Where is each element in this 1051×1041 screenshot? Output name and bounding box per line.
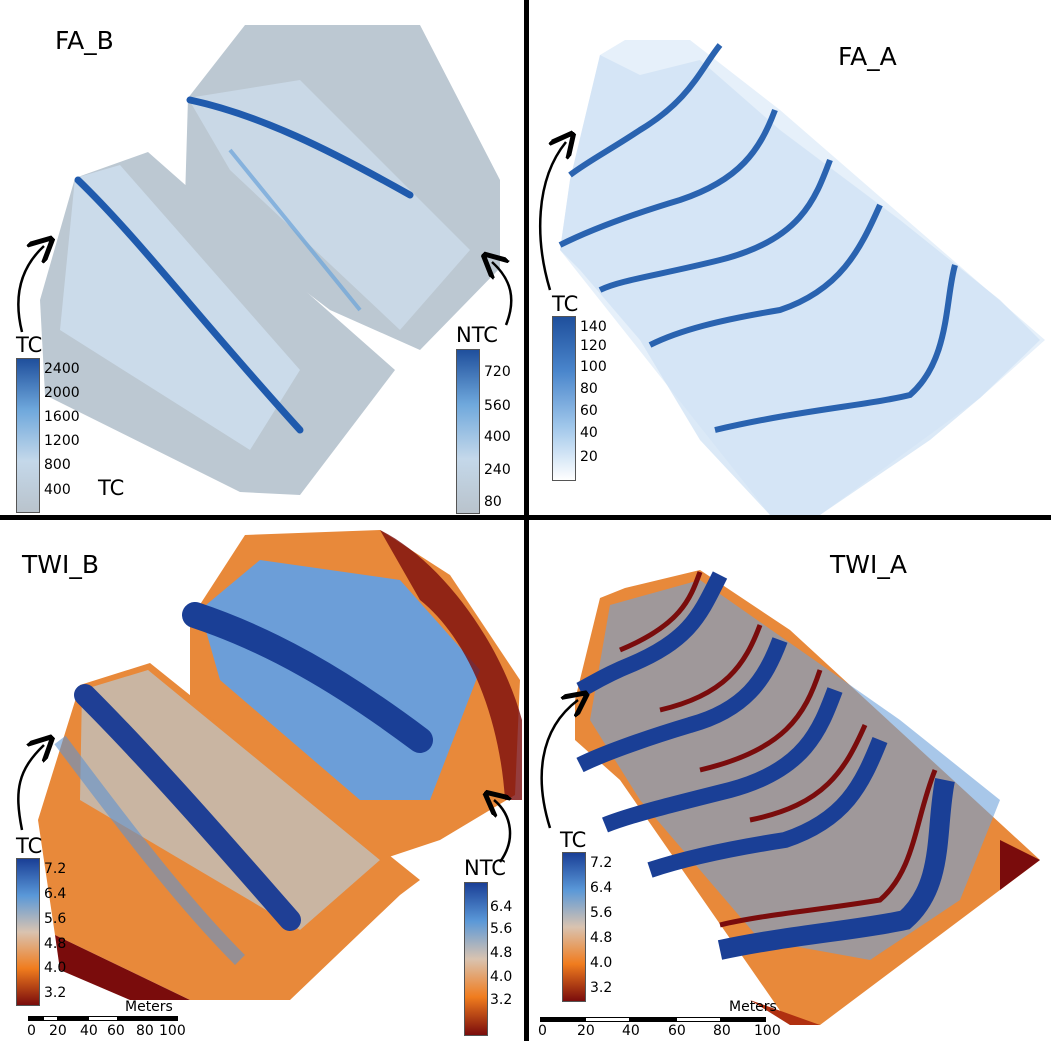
fa-b-map (40, 25, 500, 495)
scale-segment (721, 1017, 766, 1022)
scale-segment (148, 1016, 178, 1021)
scale-segment (676, 1017, 721, 1022)
legend-tick: 7.2 (590, 855, 613, 871)
vertical-divider (524, 0, 529, 1041)
legend-tick: 140 (580, 319, 607, 335)
panel-title-fa-a: FA_A (838, 42, 897, 71)
scale-label: 60 (668, 1023, 686, 1039)
legend-tick: 4.8 (490, 945, 513, 961)
legend-tick: 2400 (44, 361, 80, 377)
scale-segment (585, 1017, 630, 1022)
scale-label: 100 (754, 1023, 781, 1039)
legend-color-bar (552, 316, 576, 481)
scale-segment (88, 1016, 118, 1021)
legend-tick: 100 (580, 359, 607, 375)
scale-bar-twi-a: Meters 0 20 40 60 80 100 (535, 1000, 785, 1040)
legend-tick: 6.4 (490, 899, 513, 915)
scale-label: 0 (27, 1023, 36, 1039)
panel-title-fa-b: FA_B (55, 26, 114, 55)
arrow-icon (17, 0, 513, 333)
legend-bottom-label: TC (98, 476, 125, 500)
legend-tick: 3.2 (490, 992, 513, 1008)
scale-segment (43, 1016, 58, 1021)
legend-tick: 1200 (44, 433, 80, 449)
legend-tick: 800 (44, 457, 71, 473)
legend-twi-a-tc: TC 7.2 6.4 5.6 4.8 4.0 3.2 (560, 830, 630, 1020)
legend-title: NTC (456, 323, 498, 347)
scale-label: 0 (538, 1023, 547, 1039)
legend-tick: 2000 (44, 385, 80, 401)
legend-twi-b-ntc: NTC 6.4 5.6 4.8 4.0 3.2 (460, 858, 524, 1038)
legend-twi-b-tc: TC 7.2 6.4 5.6 4.8 4.0 3.2 (14, 836, 84, 1026)
scale-label: 20 (49, 1023, 67, 1039)
scale-label: 100 (159, 1023, 186, 1039)
legend-tick: 20 (580, 449, 598, 465)
legend-tick: 5.6 (590, 905, 613, 921)
legend-title: TC (16, 834, 43, 858)
legend-fa-a-tc: TC 140 120 100 80 60 40 20 (550, 294, 620, 484)
legend-fa-b-ntc: NTC 720 560 400 240 80 (452, 325, 524, 515)
scale-segment (58, 1016, 88, 1021)
legend-tick: 240 (484, 462, 511, 478)
scale-label: 20 (577, 1023, 595, 1039)
panel-title-twi-a: TWI_A (830, 550, 907, 579)
arrow-icon (17, 0, 524, 863)
scale-segment (28, 1016, 43, 1021)
legend-tick: 3.2 (590, 980, 613, 996)
legend-tick: 4.0 (44, 960, 67, 976)
legend-tick: 4.8 (44, 936, 67, 952)
legend-tick: 5.6 (44, 911, 67, 927)
legend-tick: 7.2 (44, 861, 67, 877)
legend-tick: 6.4 (44, 886, 67, 902)
legend-tick: 60 (580, 403, 598, 419)
arrow-icon (539, 0, 1051, 291)
legend-tick: 400 (44, 482, 71, 498)
legend-tick: 560 (484, 398, 511, 414)
legend-color-bar (16, 358, 40, 513)
legend-color-bar (464, 882, 488, 1036)
legend-tick: 1600 (44, 409, 80, 425)
legend-tick: 5.6 (490, 921, 513, 937)
scale-segment (630, 1017, 676, 1022)
fa-a-map (558, 40, 1045, 515)
scale-label: 40 (80, 1023, 98, 1039)
legend-tick: 6.4 (590, 880, 613, 896)
legend-color-bar (562, 852, 586, 1002)
scale-label: 60 (107, 1023, 125, 1039)
scale-unit: Meters (125, 999, 173, 1015)
legend-title: TC (552, 292, 579, 316)
legend-tick: 4.0 (590, 955, 613, 971)
twi-b-map (38, 530, 522, 1000)
scale-label: 80 (713, 1023, 731, 1039)
legend-tick: 3.2 (44, 985, 67, 1001)
legend-tick: 720 (484, 364, 511, 380)
legend-fa-b-tc: TC 2400 2000 1600 1200 800 400 TC (14, 335, 124, 515)
horizontal-divider (0, 515, 1051, 520)
legend-tick: 80 (580, 381, 598, 397)
legend-title: TC (16, 333, 43, 357)
legend-title: NTC (464, 856, 506, 880)
legend-tick: 400 (484, 429, 511, 445)
legend-title: TC (560, 828, 587, 852)
scale-segment (540, 1017, 585, 1022)
panel-title-twi-b: TWI_B (22, 550, 100, 579)
scale-unit: Meters (729, 999, 777, 1015)
scale-segment (118, 1016, 148, 1021)
legend-tick: 4.0 (490, 969, 513, 985)
scale-label: 80 (136, 1023, 154, 1039)
legend-tick: 80 (484, 494, 502, 510)
legend-tick: 4.8 (590, 930, 613, 946)
legend-tick: 40 (580, 425, 598, 441)
legend-color-bar (456, 349, 480, 514)
scale-label: 40 (622, 1023, 640, 1039)
legend-tick: 120 (580, 338, 607, 354)
legend-color-bar (16, 858, 40, 1006)
scale-bar-twi-b: Meters 0 20 40 60 80 100 (22, 1000, 192, 1040)
